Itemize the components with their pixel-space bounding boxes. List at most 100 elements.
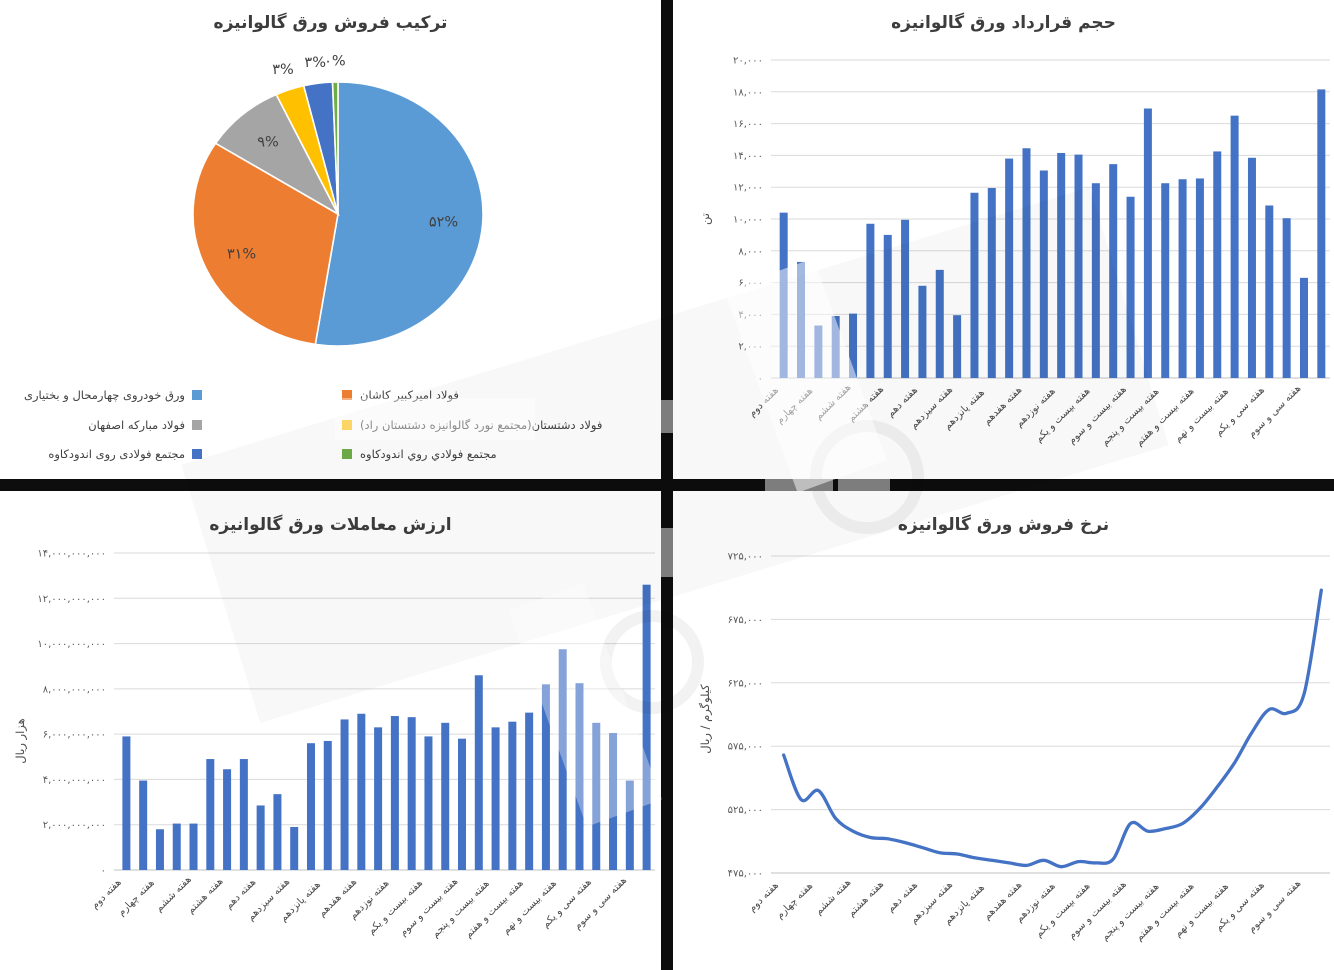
bar — [918, 285, 927, 378]
bar — [508, 721, 517, 870]
bar — [831, 315, 840, 378]
legend-item: مجتمع فولادي روي اندودكاوه — [342, 447, 497, 461]
x-category-label: هفته دوم — [90, 877, 124, 911]
pie-percent-label: ۳% — [304, 55, 326, 71]
bar — [1265, 205, 1274, 378]
bar — [814, 325, 823, 378]
bar — [558, 649, 567, 870]
bar — [1143, 108, 1152, 379]
y-axis-title: هزار ریال — [13, 718, 28, 763]
pie-percent-label: ۳% — [272, 62, 294, 78]
y-tick-label: ۱۲,۰۰۰,۰۰۰,۰۰۰ — [37, 594, 106, 605]
bar — [592, 722, 601, 870]
bar — [866, 223, 875, 378]
legend-item: فولاد دشتستان(مجتمع نورد گالوانیزه دشتست… — [342, 418, 602, 432]
bar — [935, 269, 944, 378]
legend-item: فولاد امیرکبیر کاشان — [342, 388, 459, 402]
y-tick-label: ۶,۰۰۰,۰۰۰,۰۰۰ — [43, 730, 106, 741]
legend-swatch-icon — [192, 449, 202, 459]
bar — [1022, 148, 1031, 378]
bar — [1247, 157, 1256, 378]
bar — [1039, 170, 1048, 378]
x-category-label: هفته دهم — [885, 880, 920, 915]
bar — [139, 780, 148, 870]
bar — [1074, 154, 1083, 378]
legend-item: ورق خودروی چهارمحال و بختیاری — [0, 388, 202, 402]
trade-value-bar-chart: ۰ ۲,۰۰۰,۰۰۰,۰۰۰ ۴,۰۰۰,۰۰۰,۰۰۰ ۶,۰۰۰,۰۰۰,۰۰۰… — [13, 549, 655, 941]
value-chart-title: ارزش معاملات ورق گالوانیزه — [209, 515, 452, 535]
y-tick-label: ۲,۰۰۰ — [738, 342, 763, 353]
legend-label: مجتمع فولادی روی اندودکاوه — [48, 447, 185, 461]
bar — [239, 759, 248, 870]
bar — [541, 684, 550, 870]
bar — [290, 826, 299, 870]
y-tick-label: ۶۷۵,۰۰۰ — [728, 615, 763, 626]
quadrant-contract-volume: حجم قرارداد ورق گالوانیزه ۰ ۲,۰۰۰ ۴,۰۰۰ ۶,۰… — [673, 0, 1334, 479]
bar — [374, 727, 383, 870]
bar — [1195, 178, 1204, 378]
bar — [883, 234, 892, 378]
x-category-label: هفته دهم — [885, 385, 920, 420]
sales-mix-pie-chart: ۵۲%۳۱%۹%۳% ۳%۰% — [192, 54, 484, 347]
bar — [256, 805, 265, 870]
y-axis-title: تن — [698, 213, 713, 225]
y-tick-label: ۰ — [758, 374, 763, 385]
legend-label: مجتمع فولادي روي اندودكاوه — [360, 447, 497, 461]
bar — [189, 823, 198, 870]
pie-slice — [331, 81, 339, 215]
sale-rate-line-chart: ۴۷۵,۰۰۰ ۵۲۵,۰۰۰ ۵۷۵,۰۰۰ ۶۲۵,۰۰۰ ۶۷۵,۰۰۰ ۷۲۵,۰… — [698, 552, 1330, 944]
y-tick-label: ۶,۰۰۰ — [738, 278, 763, 289]
x-category-label: هفته بیست و سوم — [398, 876, 460, 938]
bar — [155, 829, 164, 870]
rate-chart-title: نرخ فروش ورق گالوانیزه — [897, 515, 1110, 535]
y-tick-label: ۱۰,۰۰۰ — [733, 215, 763, 226]
bar — [779, 212, 788, 378]
bar — [953, 315, 962, 378]
legend-label: فولاد دشتستان(مجتمع نورد گالوانیزه دشتست… — [360, 418, 603, 432]
pie-chart-title: ترکیب فروش ورق گالوانیزه — [213, 13, 448, 33]
pie-percent-label: ۹% — [257, 135, 279, 151]
x-category-label: هفته بیست و هفتم — [463, 878, 526, 941]
y-tick-label: ۱۴,۰۰۰ — [733, 151, 763, 162]
legend-swatch-icon — [192, 420, 202, 430]
bar — [1282, 218, 1291, 378]
quadrant-sale-rate: نرخ فروش ورق گالوانیزه ۴۷۵,۰۰۰ ۵۲۵,۰۰۰ ۵۷۵… — [673, 491, 1334, 970]
legend-label: ورق خودروی چهارمحال و بختیاری — [23, 388, 185, 402]
bar — [970, 192, 979, 378]
y-tick-label: ۱۰,۰۰۰,۰۰۰,۰۰۰ — [37, 639, 106, 650]
bar — [306, 743, 315, 870]
pie-percent-label: ۳۱% — [227, 247, 256, 263]
y-axis-title: کیلوگرم / ریال — [698, 684, 713, 754]
bar — [424, 736, 433, 870]
y-tick-label: ۲۰,۰۰۰ — [733, 56, 763, 67]
bar — [575, 683, 584, 870]
x-category-label: هفته دوم — [747, 385, 781, 419]
bar — [223, 769, 232, 870]
bar — [1161, 183, 1170, 378]
bar — [1317, 89, 1326, 378]
y-tick-label: ۴۷۵,۰۰۰ — [728, 869, 763, 880]
x-category-label: هفته بیست و پنجم — [430, 878, 492, 940]
y-tick-label: ۲,۰۰۰,۰۰۰,۰۰۰ — [43, 820, 106, 831]
bar — [273, 794, 282, 870]
bar — [491, 727, 500, 870]
bar — [625, 780, 634, 870]
bar — [797, 261, 806, 378]
bar — [441, 722, 450, 870]
bar — [323, 740, 332, 870]
bar — [474, 675, 483, 870]
bar — [172, 823, 181, 870]
y-tick-label: ۰ — [101, 866, 106, 877]
legend-label: فولاد امیرکبیر کاشان — [360, 388, 459, 402]
bar — [987, 187, 996, 378]
bar — [458, 738, 467, 870]
legend-swatch-icon — [342, 390, 352, 400]
y-tick-label: ۴,۰۰۰,۰۰۰,۰۰۰ — [43, 775, 106, 786]
y-tick-label: ۵۷۵,۰۰۰ — [728, 742, 763, 753]
pie-slice — [214, 93, 340, 217]
y-tick-label: ۸,۰۰۰,۰۰۰,۰۰۰ — [43, 684, 106, 695]
bar — [609, 733, 618, 870]
x-category-label: هفته دوم — [747, 880, 781, 914]
bar — [642, 584, 651, 870]
legend-item: مجتمع فولادی روی اندودکاوه — [0, 447, 202, 461]
